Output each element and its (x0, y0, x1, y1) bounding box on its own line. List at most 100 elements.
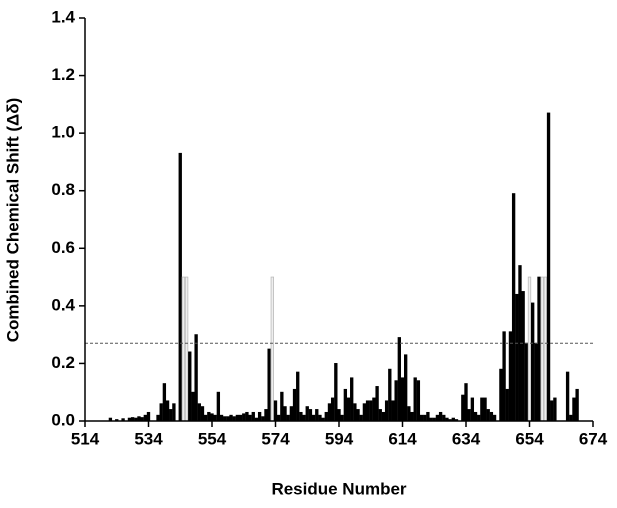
bar (191, 391, 195, 422)
bar (426, 411, 430, 422)
y-axis-label: Combined Chemical Shift (Δδ) (3, 98, 22, 342)
bar (308, 409, 313, 422)
bar (356, 409, 360, 422)
bar (324, 411, 328, 422)
bar (330, 397, 335, 422)
y-tick-label: 1.2 (51, 65, 75, 84)
bar (524, 342, 528, 422)
bar (343, 388, 348, 422)
bar (473, 411, 478, 422)
bar (296, 371, 300, 422)
bar (397, 337, 401, 422)
bar (470, 397, 475, 422)
bar (410, 411, 414, 422)
bar (511, 193, 516, 422)
bar (283, 406, 287, 422)
x-tick-label: 594 (325, 429, 354, 448)
bar (550, 400, 554, 422)
y-tick-label: 0.4 (51, 295, 75, 314)
x-tick-label: 674 (579, 429, 608, 448)
bar (178, 152, 182, 422)
bar (280, 391, 284, 422)
bar (381, 411, 386, 422)
bar (289, 406, 294, 422)
bar (565, 371, 570, 422)
bar (391, 400, 395, 422)
bar (362, 403, 367, 422)
bar (489, 411, 494, 422)
bar (315, 409, 319, 422)
bar (480, 397, 484, 422)
bar (435, 414, 440, 422)
bar (242, 413, 246, 422)
bar (340, 414, 344, 422)
bar (540, 276, 544, 422)
bar (197, 403, 201, 422)
bar (318, 414, 322, 422)
bar (553, 397, 557, 422)
bar (299, 411, 303, 422)
bar (172, 403, 176, 422)
bar (305, 406, 309, 422)
bar (248, 414, 252, 422)
bar (575, 388, 579, 422)
bar (273, 400, 278, 422)
bar (207, 411, 211, 422)
bar (483, 397, 487, 422)
bar (219, 414, 224, 422)
bar (492, 414, 497, 422)
bar (292, 388, 297, 422)
bar (229, 414, 233, 422)
bar (327, 403, 332, 422)
bar (499, 368, 503, 422)
bar (400, 377, 405, 422)
bar (143, 414, 147, 422)
bar (169, 409, 173, 422)
bar (384, 400, 389, 422)
x-tick-label: 574 (261, 429, 290, 448)
x-tick-label: 634 (452, 429, 481, 448)
bar (394, 380, 398, 422)
bar (508, 331, 513, 422)
bar (264, 409, 268, 422)
bar (372, 397, 376, 422)
y-tick-label: 0.2 (51, 353, 75, 372)
bar (245, 411, 249, 422)
x-tick-label: 534 (134, 429, 163, 448)
bar (188, 351, 192, 422)
bar (337, 409, 341, 422)
bar (235, 414, 240, 422)
bar (419, 414, 424, 422)
x-tick-label: 614 (388, 429, 417, 448)
y-tick-label: 0.8 (51, 180, 75, 199)
bar (286, 414, 290, 422)
bar (416, 380, 421, 422)
x-tick-label: 654 (515, 429, 544, 448)
bar (359, 414, 363, 422)
bar (515, 293, 519, 422)
y-tick-label: 0.6 (51, 238, 75, 257)
bar (467, 409, 471, 422)
bar (213, 414, 217, 422)
bar (407, 406, 411, 422)
x-tick-label: 554 (198, 429, 227, 448)
bar (375, 386, 379, 422)
bar (461, 394, 465, 422)
bar (334, 363, 338, 422)
bar (365, 400, 370, 422)
bar (413, 377, 417, 422)
x-axis-label: Residue Number (271, 479, 406, 498)
bar (534, 342, 538, 422)
bar (572, 397, 576, 422)
y-tick-label: 1.4 (51, 7, 75, 26)
bar (505, 388, 509, 422)
bar (546, 112, 551, 422)
bar (543, 276, 548, 422)
y-tick-label: 0.0 (51, 410, 75, 429)
bar (537, 276, 541, 422)
bar (200, 406, 205, 422)
bar (277, 414, 281, 422)
y-tick-label: 1.0 (51, 123, 75, 142)
bar (569, 414, 573, 422)
